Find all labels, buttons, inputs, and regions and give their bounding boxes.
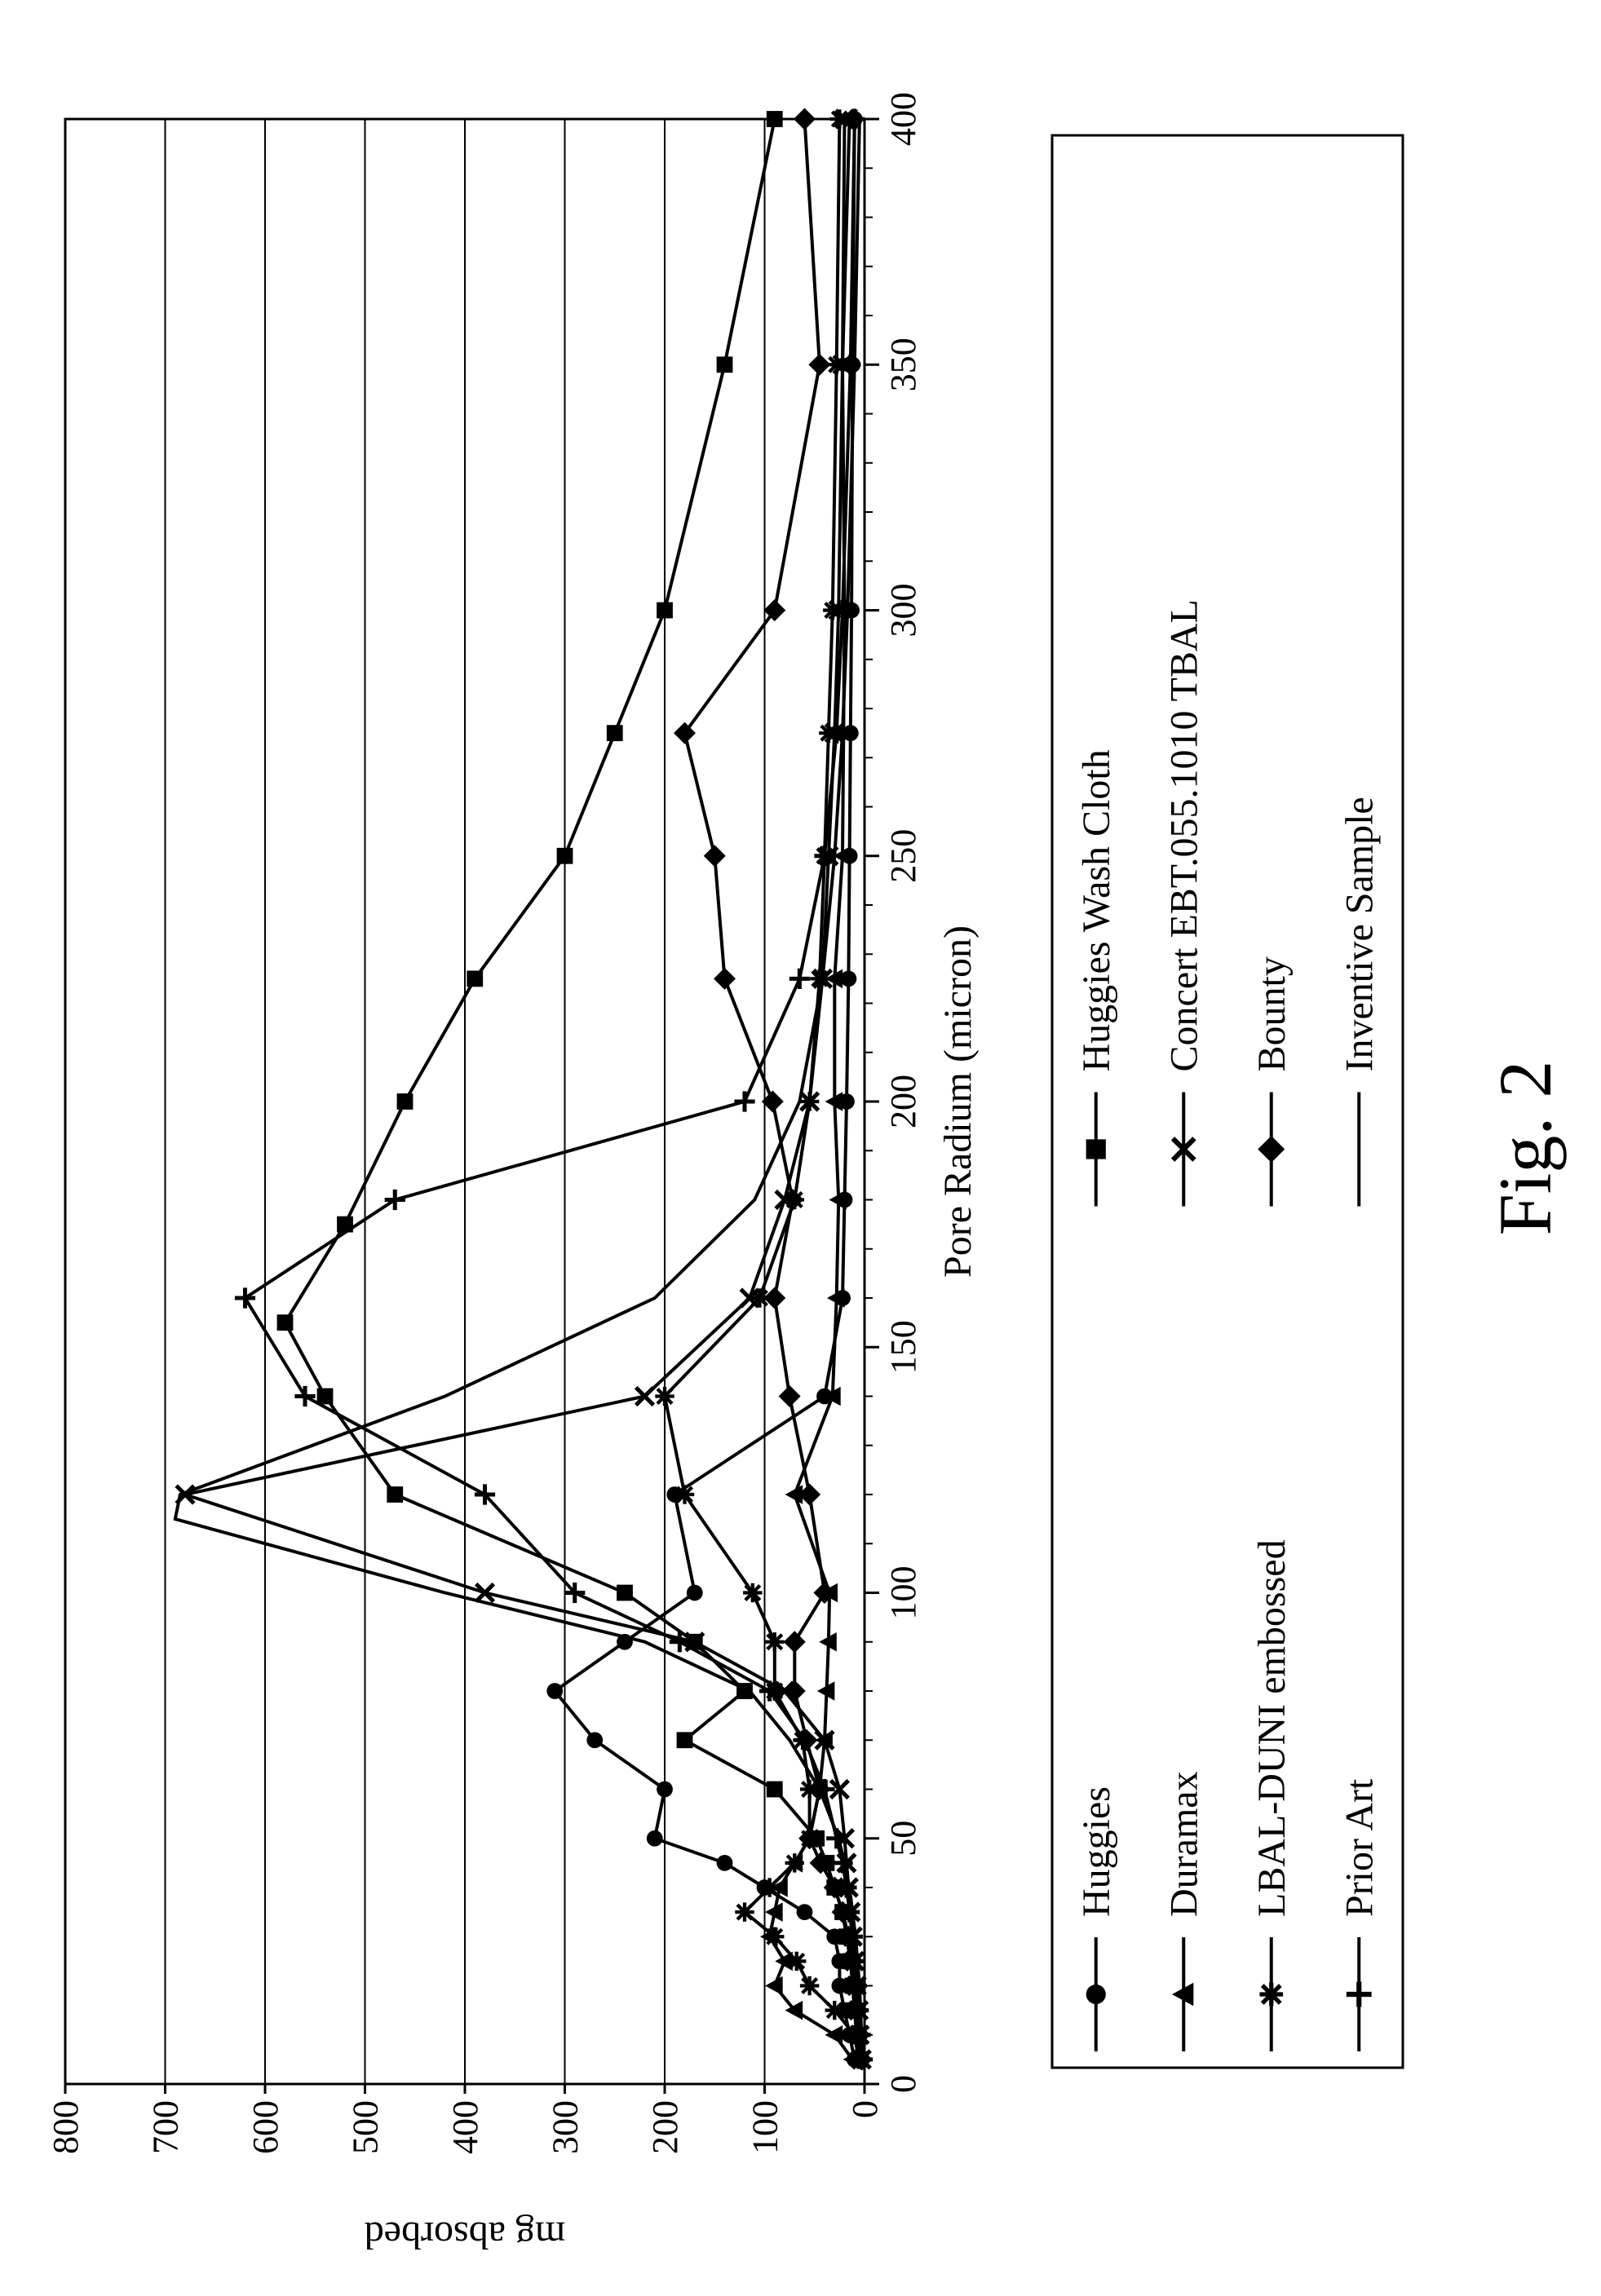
svg-text:350: 350 (883, 338, 923, 391)
svg-text:150: 150 (883, 1320, 923, 1374)
svg-text:400: 400 (445, 2100, 485, 2154)
figure-caption: Fig. 2 (1482, 0, 1568, 2296)
svg-text:0: 0 (845, 2100, 885, 2118)
svg-text:50: 50 (883, 1821, 923, 1857)
svg-text:600: 600 (245, 2100, 285, 2154)
rotated-content: 0 100 200 300 400 500 600 700 800 0 50 100 150 200 250… (0, 0, 1601, 2296)
svg-text:250: 250 (883, 829, 923, 883)
svg-text:Huggies: Huggies (1075, 1786, 1118, 1917)
svg-text:200: 200 (883, 1075, 923, 1128)
svg-text:LBAL-DUNI embossed: LBAL-DUNI embossed (1250, 1539, 1294, 1917)
svg-text:300: 300 (546, 2100, 586, 2154)
page: 0 100 200 300 400 500 600 700 800 0 50 100 150 200 250… (0, 0, 1601, 2296)
svg-text:100: 100 (883, 1566, 923, 1620)
svg-text:Huggies Wash Cloth: Huggies Wash Cloth (1075, 749, 1118, 1071)
svg-text:Pore Radium (micron): Pore Radium (micron) (936, 925, 980, 1278)
svg-text:400: 400 (883, 92, 923, 146)
svg-text:Concert EBT.055.1010 TBAL: Concert EBT.055.1010 TBAL (1162, 599, 1205, 1072)
svg-text:700: 700 (146, 2100, 186, 2154)
svg-text:300: 300 (883, 584, 923, 638)
svg-text:500: 500 (346, 2100, 386, 2154)
svg-text:Bounty: Bounty (1250, 956, 1294, 1071)
svg-text:Prior Art: Prior Art (1338, 1778, 1381, 1917)
chart: 0 100 200 300 400 500 600 700 800 0 50 100 150 200 250… (0, 0, 1601, 2296)
svg-text:100: 100 (745, 2100, 785, 2154)
svg-text:800: 800 (46, 2100, 86, 2154)
svg-text:0: 0 (883, 2075, 923, 2093)
svg-text:200: 200 (645, 2100, 685, 2154)
svg-text:Duramax: Duramax (1162, 1771, 1205, 1917)
svg-text:mg absorbed: mg absorbed (365, 2214, 566, 2257)
svg-text:Inventive Sample: Inventive Sample (1338, 797, 1381, 1071)
